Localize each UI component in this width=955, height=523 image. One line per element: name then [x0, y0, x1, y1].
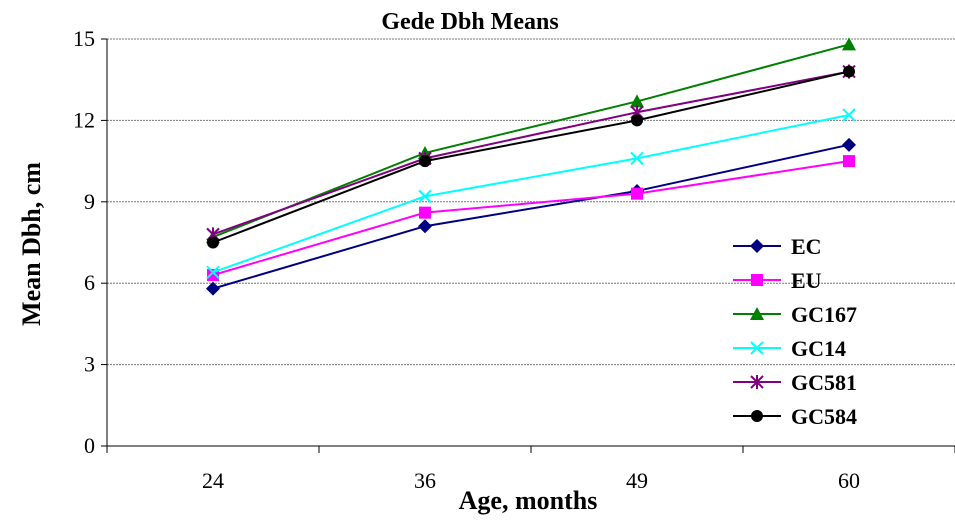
y-tick-label: 15: [73, 26, 95, 51]
circle-marker: [843, 66, 855, 78]
y-tick-label: 0: [84, 433, 95, 458]
diamond-marker: [842, 138, 856, 152]
series-gc581: [207, 65, 855, 242]
legend-label: GC14: [791, 336, 846, 361]
diamond-marker: [750, 239, 764, 253]
y-tick-label: 3: [84, 352, 95, 377]
circle-marker: [631, 114, 643, 126]
y-tick-label: 9: [84, 189, 95, 214]
circle-marker: [419, 155, 431, 167]
circle-marker: [751, 410, 763, 422]
series-line-gc584: [213, 72, 849, 243]
legend-label: GC167: [791, 302, 857, 327]
legend: EC EU GC167 GC14 GC581 GC584: [733, 234, 857, 429]
legend-item-gc581: GC581: [733, 370, 857, 395]
x-tick-label: 36: [414, 468, 436, 493]
square-marker: [419, 207, 431, 219]
series-group: [206, 37, 856, 295]
y-tick-label: 12: [73, 107, 95, 132]
x-tick-label: 49: [626, 468, 648, 493]
legend-item-gc584: GC584: [733, 404, 857, 429]
square-marker: [631, 188, 643, 200]
legend-label: EC: [791, 234, 822, 259]
y-tick-labels: 0 3 6 9 12 15: [73, 26, 95, 458]
series-line-gc581: [213, 72, 849, 235]
diamond-marker: [206, 282, 220, 296]
legend-item-eu: EU: [733, 268, 822, 293]
square-marker: [843, 155, 855, 167]
circle-marker: [207, 237, 219, 249]
diamond-marker: [418, 219, 432, 233]
series-gc584: [207, 66, 855, 249]
series-line-ec: [213, 145, 849, 289]
legend-item-ec: EC: [733, 234, 822, 259]
legend-item-gc167: GC167: [733, 302, 857, 327]
series-ec: [206, 138, 856, 296]
y-tick-label: 6: [84, 270, 95, 295]
legend-item-gc14: GC14: [733, 336, 846, 361]
square-marker: [751, 274, 763, 286]
chart-title: Gede Dbh Means: [381, 9, 558, 35]
legend-label: GC584: [791, 404, 857, 429]
y-axis-title: Mean Dbh, cm: [17, 162, 46, 326]
x-tick-label: 24: [202, 468, 224, 493]
x-tick-label: 60: [838, 468, 860, 493]
x-axis-title: Age, months: [459, 486, 598, 515]
legend-label: GC581: [791, 370, 857, 395]
triangle-marker: [842, 37, 856, 50]
legend-label: EU: [791, 268, 822, 293]
